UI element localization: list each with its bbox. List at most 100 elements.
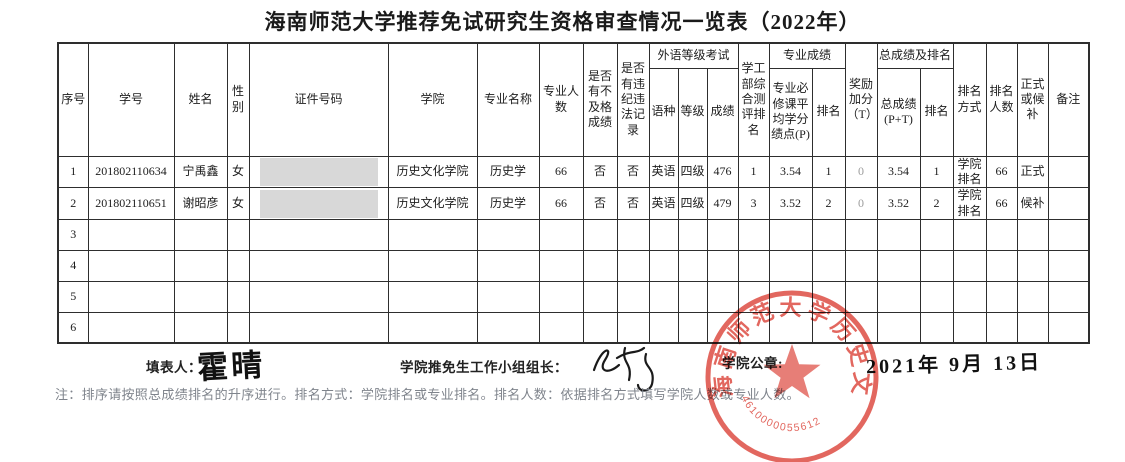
cell [538,280,584,313]
cell [811,311,846,344]
table-header: 序号 学号 姓名 性别 证件号码 学院 专业名称 专业人数 是否有不及格成绩 是… [57,42,1090,157]
col-header-student-id: 学号 [87,42,175,157]
cell [648,280,679,313]
cell [476,280,540,313]
cell [538,249,584,282]
col-header-level: 等级 [677,67,708,157]
cell [677,218,708,251]
cell [476,218,540,251]
table-row: 2 201802110651 谢昭彦 女 历史文化学院 历史学 66 否 否 英… [57,187,1090,220]
cell [248,280,389,313]
cell [919,311,954,344]
cell: 候补 [1016,187,1049,220]
cell: 历史学 [476,155,540,189]
col-header-seq: 序号 [57,42,89,157]
cell [1016,218,1049,251]
cell [226,218,250,251]
table-row: 3 [57,218,1090,251]
cell [952,280,987,313]
cell [582,249,618,282]
cell [538,311,584,344]
cell: 5 [57,280,89,313]
svg-text:4610000055612: 4610000055612 [739,394,824,434]
cell: 4 [57,249,89,282]
cell: 3.52 [768,187,813,220]
cell: 0 [844,187,878,220]
cell: 3 [737,187,770,220]
col-header-rank-count: 排名人数 [985,42,1018,157]
cell [1047,311,1090,344]
col-header-bonus: 奖励加分（T） [844,42,878,157]
cell: 0 [844,155,878,189]
col-header-rank-method: 排名方式 [952,42,987,157]
cell [387,311,478,344]
cell [768,249,813,282]
cell [248,311,389,344]
cell [677,249,708,282]
cell [985,249,1018,282]
leader-signature [592,346,654,392]
official-seal: 海南师范大学历史文化学院 4610000055612 [692,282,879,462]
cell: 1 [811,155,846,189]
cell [248,187,389,220]
cell [87,311,175,344]
filler-label: 填表人： [146,360,202,375]
cell [616,280,650,313]
cell [87,280,175,313]
cell [876,249,921,282]
redaction-box [259,157,378,186]
cell [248,249,389,282]
cell: 女 [226,155,250,189]
col-header-college: 学院 [387,42,478,157]
cell: 否 [616,155,650,189]
cell [811,218,846,251]
cell [582,218,618,251]
col-header-gender: 性别 [226,42,250,157]
col-header-total-score: 总成绩(P+T) [876,67,921,157]
cell [173,280,228,313]
cell: 谢昭彦 [173,187,228,220]
col-header-remark: 备注 [1047,42,1090,157]
cell: 四级 [677,187,708,220]
cell: 2 [811,187,846,220]
cell [248,218,389,251]
col-header-gpa-rank: 排名 [811,67,846,157]
cell [952,249,987,282]
cell: 否 [582,187,618,220]
col-header-total-rank: 排名 [919,67,954,157]
col-header-discipline: 是否有违纪违法记录 [616,42,650,157]
cell [876,218,921,251]
cell [476,249,540,282]
leader-label: 学院推免生工作小组组长： [400,360,568,375]
col-header-failed-courses: 是否有不及格成绩 [582,42,618,157]
cell [387,218,478,251]
cell [226,249,250,282]
cell: 201802110651 [87,187,175,220]
group-header-foreign-lang: 外语等级考试 [648,42,739,69]
cell: 英语 [648,187,679,220]
cell: 宁禹鑫 [173,155,228,189]
cell [985,218,1018,251]
col-header-major-name: 专业名称 [476,42,540,157]
filler-signature: 霍晴 [196,347,267,386]
col-header-id-number: 证件号码 [248,42,389,157]
col-header-name: 姓名 [173,42,228,157]
footnote: 注：排序请按照总成绩排名的升序进行。排名方式：学院排名或专业排名。排名人数：依据… [55,387,800,402]
cell: 3.54 [876,155,921,189]
cell: 英语 [648,155,679,189]
cell [706,218,739,251]
cell [248,155,389,189]
cell [1047,155,1090,189]
cell [648,249,679,282]
cell: 3 [57,218,89,251]
cell [387,280,478,313]
seal-star-icon [763,344,821,399]
table-row: 4 [57,249,1090,282]
cell [985,311,1018,344]
col-header-score: 成绩 [706,67,739,157]
group-header-total: 总成绩及排名 [876,42,954,69]
cell [582,280,618,313]
cell [648,218,679,251]
cell [173,311,228,344]
qualification-review-table: 序号 学号 姓名 性别 证件号码 学院 专业名称 专业人数 是否有不及格成绩 是… [57,42,1091,345]
